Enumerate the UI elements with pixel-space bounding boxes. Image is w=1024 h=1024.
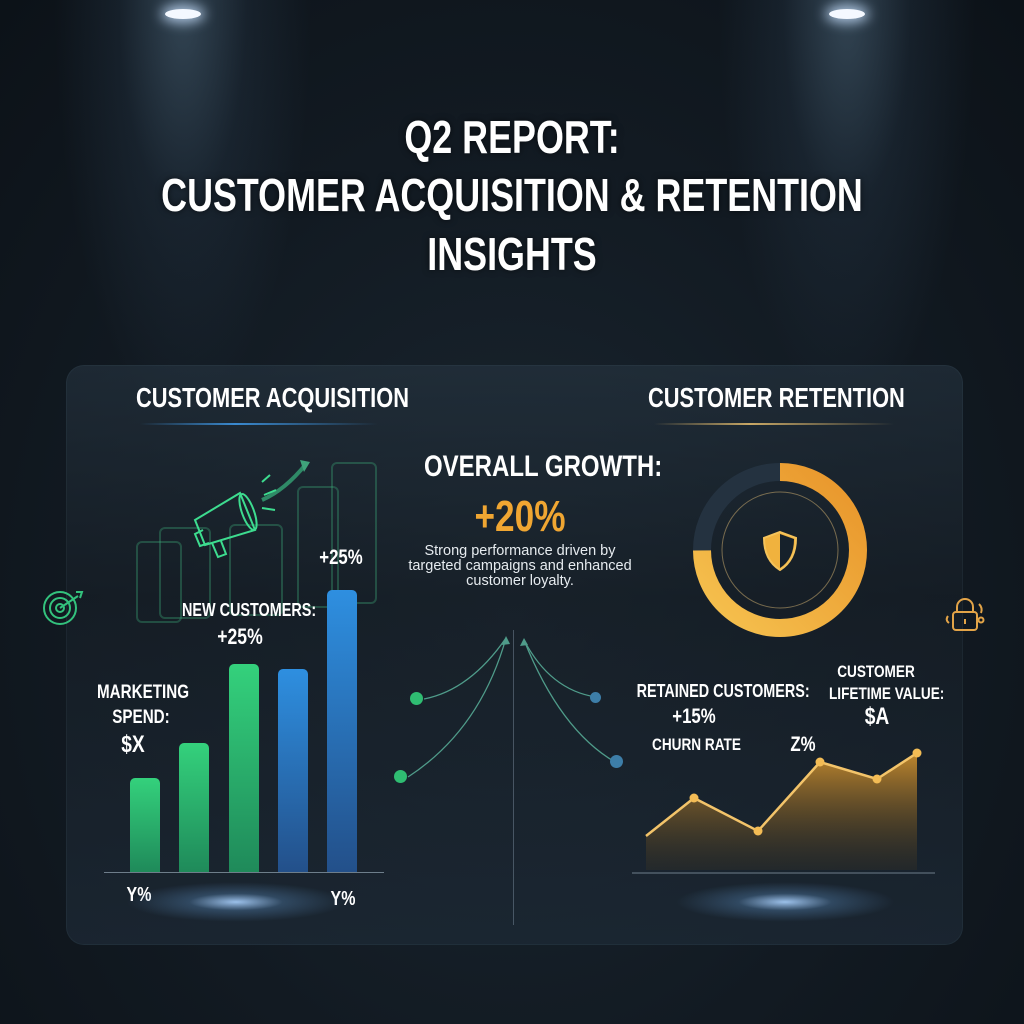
retention-donut-chart (693, 463, 867, 637)
center-divider (513, 630, 514, 925)
connector-dot-green-2 (394, 770, 407, 783)
marketing-spend-label-2: SPEND: (112, 707, 170, 728)
marketing-spend-label: MARKETING (97, 682, 190, 703)
acquisition-underline (140, 423, 378, 425)
marketing-spend-value: $X (121, 731, 145, 758)
clv-label-2: LIFETIME VALUE: (829, 684, 945, 703)
churn-rate-label: CHURN RATE (652, 735, 741, 754)
acquisition-heading: CUSTOMER ACQUISITION (136, 382, 410, 413)
bar-1 (130, 778, 160, 872)
retention-heading: CUSTOMER RETENTION (648, 382, 905, 413)
report-title: Q2 REPORT: (404, 111, 620, 163)
floor-glow-right (675, 882, 895, 922)
top-bar-label: +25% (319, 546, 363, 569)
retention-underline (654, 423, 894, 425)
new-customers-value: +25% (217, 624, 263, 649)
bar-4 (278, 669, 308, 872)
spotlight-left-icon (165, 9, 201, 19)
new-customers-label: NEW CUSTOMERS: (182, 600, 317, 620)
target-icon (43, 591, 84, 625)
overall-growth-value: +20% (474, 492, 566, 541)
lock-icon (945, 598, 985, 631)
bar-chart-baseline (104, 872, 384, 873)
report-subtitle: CUSTOMER ACQUISITION & RETENTION (161, 169, 863, 221)
clv-label: CUSTOMER (837, 662, 915, 681)
retained-customers-value: +15% (672, 705, 716, 728)
shield-icon (762, 530, 798, 572)
bar-3 (229, 664, 259, 872)
churn-rate-value: Z% (790, 733, 816, 756)
bar-2 (179, 743, 209, 872)
connector-dot-green-1 (410, 692, 423, 705)
bar-5 (327, 590, 357, 872)
connector-dot-blue-1 (590, 692, 601, 703)
floor-glow-left (126, 882, 346, 922)
report-subtitle-2: INSIGHTS (427, 228, 597, 280)
retained-customers-label: RETAINED CUSTOMERS: (636, 681, 810, 701)
overall-growth-description: Strong performance driven by targeted ca… (408, 543, 632, 589)
spotlight-right-icon (829, 9, 865, 19)
clv-value: $A (864, 703, 890, 730)
connector-dot-blue-2 (610, 755, 623, 768)
